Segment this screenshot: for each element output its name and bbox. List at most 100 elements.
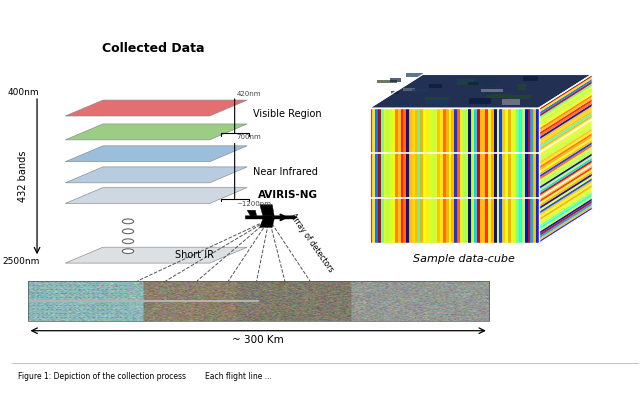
Polygon shape	[539, 108, 592, 144]
Polygon shape	[539, 160, 592, 196]
Polygon shape	[245, 216, 298, 219]
Ellipse shape	[122, 229, 134, 234]
Bar	[440, 108, 444, 243]
Bar	[533, 108, 537, 243]
Polygon shape	[65, 188, 247, 203]
Polygon shape	[487, 94, 511, 98]
Bar	[468, 108, 472, 243]
Polygon shape	[406, 73, 423, 77]
Bar	[387, 108, 390, 243]
Text: Sample data-cube: Sample data-cube	[413, 255, 515, 265]
Text: Collected Data: Collected Data	[102, 42, 204, 55]
Polygon shape	[539, 92, 592, 128]
Polygon shape	[539, 110, 592, 146]
Polygon shape	[539, 146, 592, 182]
Bar	[412, 108, 415, 243]
Polygon shape	[539, 119, 592, 155]
Polygon shape	[458, 78, 472, 82]
Bar	[454, 108, 458, 243]
Bar	[536, 108, 540, 243]
Polygon shape	[539, 171, 592, 207]
Bar	[437, 108, 441, 243]
Polygon shape	[539, 77, 592, 113]
Text: 420nm: 420nm	[237, 91, 261, 97]
Polygon shape	[539, 133, 592, 169]
Bar	[392, 108, 396, 243]
Polygon shape	[539, 182, 592, 219]
Bar	[502, 108, 506, 243]
Polygon shape	[539, 198, 592, 234]
Polygon shape	[539, 155, 592, 192]
Ellipse shape	[122, 249, 134, 254]
Polygon shape	[539, 178, 592, 214]
Polygon shape	[539, 203, 592, 239]
Bar	[513, 108, 517, 243]
Bar	[369, 108, 373, 243]
Polygon shape	[539, 90, 592, 126]
Bar	[420, 108, 424, 243]
Polygon shape	[403, 88, 415, 91]
Polygon shape	[539, 153, 592, 189]
Polygon shape	[539, 117, 592, 153]
Bar	[383, 108, 387, 243]
Bar	[516, 108, 520, 243]
Polygon shape	[377, 80, 397, 83]
Bar	[493, 108, 497, 243]
Bar	[471, 108, 475, 243]
Polygon shape	[539, 88, 592, 124]
Polygon shape	[390, 78, 401, 82]
Text: ~ 300 Km: ~ 300 Km	[232, 336, 284, 346]
Polygon shape	[539, 99, 592, 135]
Bar	[483, 108, 486, 243]
Polygon shape	[539, 180, 592, 216]
Bar	[463, 108, 466, 243]
Polygon shape	[539, 205, 592, 241]
Bar	[378, 108, 381, 243]
Polygon shape	[539, 144, 592, 180]
Bar	[485, 108, 489, 243]
Polygon shape	[484, 92, 492, 95]
Polygon shape	[481, 89, 503, 91]
Bar	[395, 108, 398, 243]
Polygon shape	[399, 101, 407, 105]
Polygon shape	[412, 89, 428, 92]
Bar	[457, 108, 461, 243]
Bar	[417, 108, 421, 243]
Polygon shape	[539, 142, 592, 178]
Bar	[409, 108, 413, 243]
Polygon shape	[539, 140, 592, 176]
Polygon shape	[539, 128, 592, 164]
Polygon shape	[260, 219, 274, 227]
Bar	[443, 108, 446, 243]
Polygon shape	[477, 79, 499, 83]
Polygon shape	[539, 97, 592, 133]
Polygon shape	[247, 210, 257, 216]
Text: ~1200nm.: ~1200nm.	[237, 201, 274, 207]
Ellipse shape	[122, 219, 134, 224]
Polygon shape	[507, 95, 531, 99]
Polygon shape	[539, 196, 592, 232]
Bar	[372, 108, 376, 243]
Polygon shape	[539, 124, 592, 160]
Polygon shape	[468, 82, 479, 85]
Polygon shape	[539, 162, 592, 198]
Bar	[426, 108, 429, 243]
Bar	[449, 108, 452, 243]
Polygon shape	[469, 98, 491, 104]
Polygon shape	[539, 130, 592, 167]
Polygon shape	[539, 83, 592, 119]
Text: Near Infrared: Near Infrared	[253, 167, 318, 177]
Polygon shape	[539, 113, 592, 148]
Polygon shape	[539, 106, 592, 142]
Polygon shape	[539, 137, 592, 174]
Polygon shape	[539, 74, 592, 110]
Bar	[398, 108, 401, 243]
Bar	[403, 108, 407, 243]
Bar	[508, 108, 511, 243]
Bar	[527, 108, 531, 243]
Bar	[491, 108, 494, 243]
Polygon shape	[461, 100, 482, 103]
Polygon shape	[65, 167, 247, 183]
Polygon shape	[539, 135, 592, 171]
Bar	[389, 108, 393, 243]
